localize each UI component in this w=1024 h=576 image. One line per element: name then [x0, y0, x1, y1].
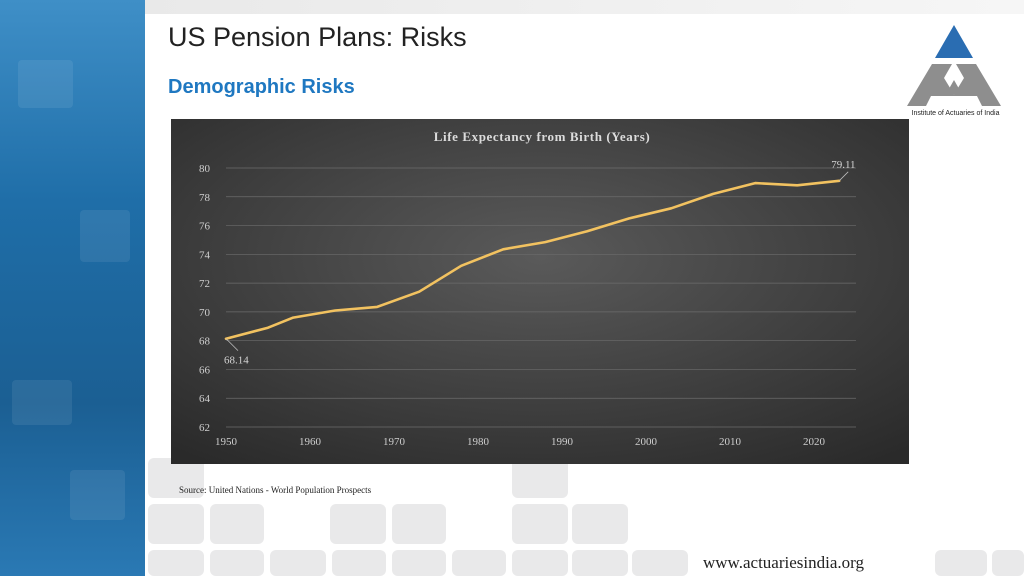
section-subtitle: Demographic Risks — [168, 76, 355, 98]
data-label: 68.14 — [224, 355, 249, 367]
slide-title: US Pension Plans: Risks — [168, 22, 467, 52]
chart-background — [171, 119, 909, 464]
y-tick-label: 78 — [199, 192, 211, 204]
chart-series — [224, 179, 841, 340]
x-tick-label: 1980 — [467, 436, 490, 448]
x-tick-label: 1960 — [299, 436, 322, 448]
source-note: Source: United Nations - World Populatio… — [179, 485, 372, 495]
life-expectancy-chart: Life Expectancy from Birth (Years) 62646… — [171, 119, 909, 464]
footer-url: www.actuariesindia.org — [703, 553, 864, 572]
y-tick-label: 70 — [199, 307, 211, 319]
data-label-leader — [225, 338, 239, 351]
x-tick-label: 1950 — [215, 436, 238, 448]
y-tick-label: 72 — [199, 278, 210, 290]
series-line-0 — [224, 179, 841, 340]
logo-top-triangle — [935, 25, 973, 58]
logo-right-shape — [953, 64, 1001, 106]
y-axis-tick-labels: 62 64 66 68 70 72 74 76 78 80 — [199, 163, 211, 434]
y-tick-label: 80 — [199, 163, 211, 175]
chart-data-labels: 68.14 79.11 — [224, 159, 856, 367]
logo-center-triangle — [946, 80, 962, 94]
y-tick-label: 68 — [199, 336, 211, 348]
y-tick-label: 62 — [199, 422, 210, 434]
x-tick-label: 1990 — [551, 436, 574, 448]
x-axis-tick-labels: 1950 1960 1970 1980 1990 2000 2010 2020 — [215, 436, 826, 448]
top-strip — [145, 0, 1024, 14]
x-tick-label: 1970 — [383, 436, 406, 448]
y-tick-label: 74 — [199, 249, 211, 261]
logo-text: Institute of Actuaries of India — [911, 110, 1000, 117]
x-tick-label: 2020 — [803, 436, 826, 448]
logo-left-shape — [907, 64, 955, 106]
data-label-leader — [838, 171, 849, 182]
chart-gridlines — [226, 167, 856, 428]
chart-title: Life Expectancy from Birth (Years) — [434, 129, 651, 144]
triangle-logo-icon — [907, 25, 1001, 106]
x-tick-label: 2010 — [719, 436, 742, 448]
data-label: 79.11 — [831, 159, 855, 171]
y-tick-label: 64 — [199, 393, 211, 405]
left-decorative-band — [0, 0, 145, 576]
y-tick-label: 66 — [199, 364, 211, 376]
y-tick-label: 76 — [199, 221, 211, 233]
x-tick-label: 2000 — [635, 436, 658, 448]
